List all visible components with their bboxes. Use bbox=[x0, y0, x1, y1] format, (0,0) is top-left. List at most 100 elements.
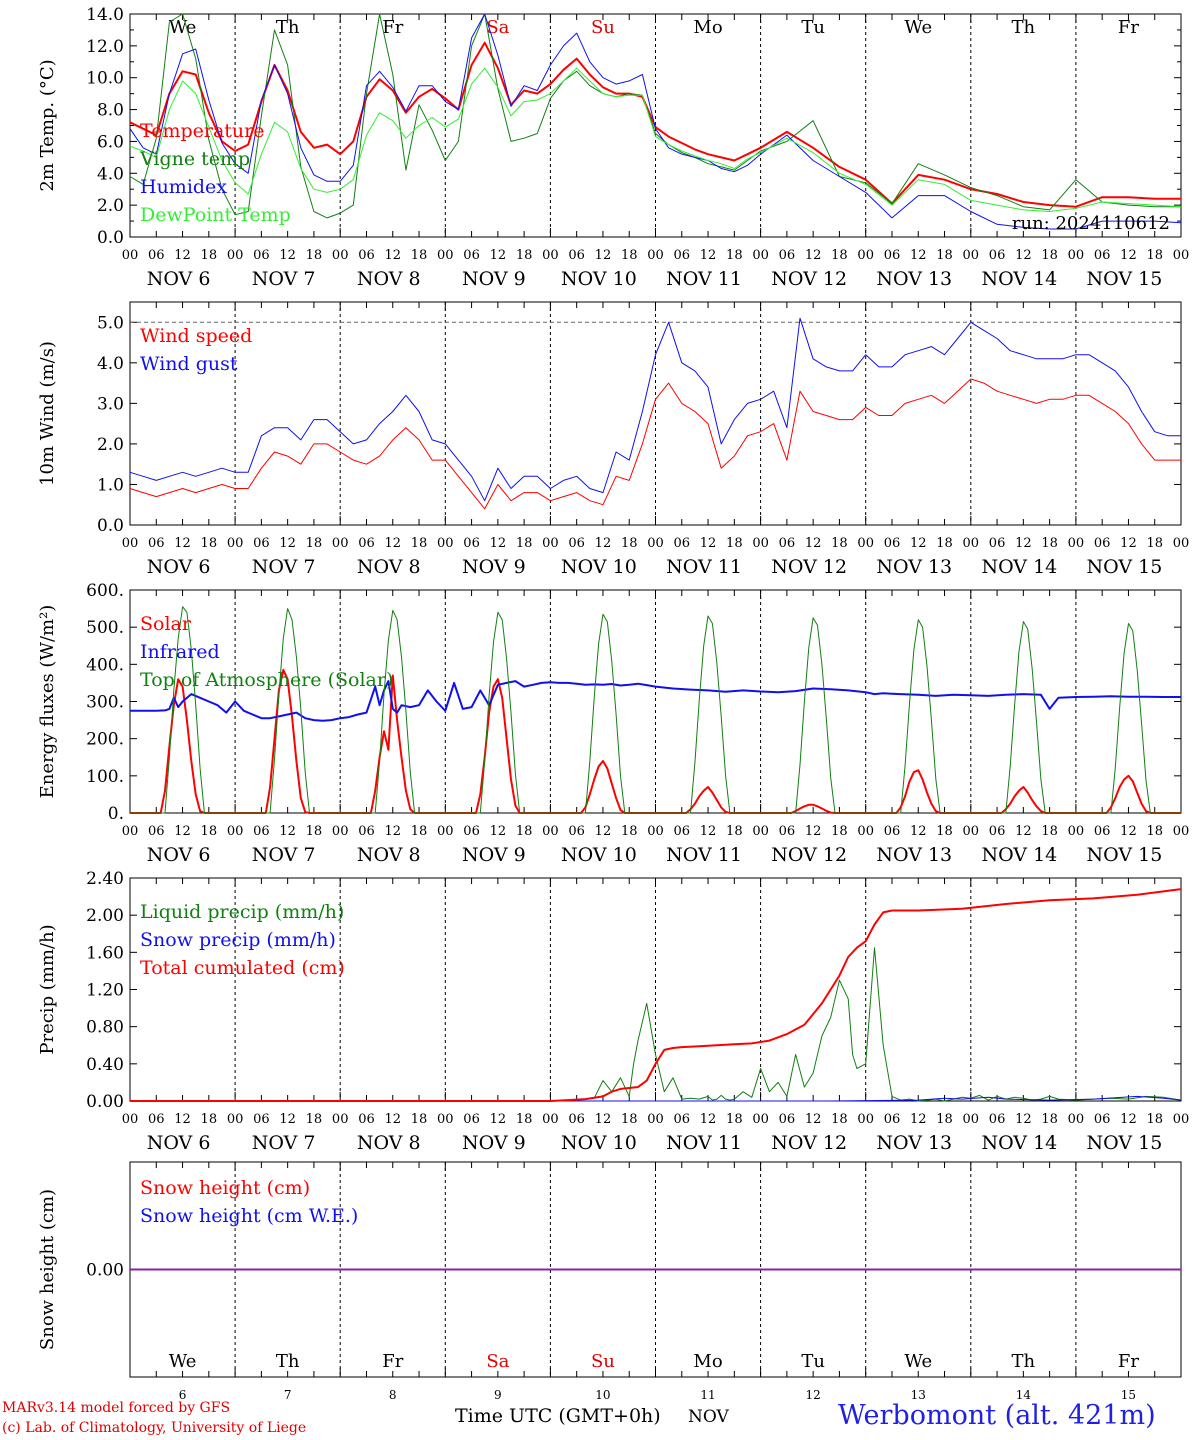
date-label: NOV 6 bbox=[147, 844, 211, 866]
hour-label: 06 bbox=[568, 536, 585, 551]
hour-label: 06 bbox=[884, 248, 901, 263]
hour-label: 18 bbox=[726, 248, 743, 263]
hour-label: 06 bbox=[358, 1112, 375, 1127]
hour-label: 12 bbox=[490, 248, 507, 263]
hour-label: 00 bbox=[752, 248, 769, 263]
y-tick-label: 100. bbox=[86, 767, 124, 787]
hour-label: 18 bbox=[411, 536, 428, 551]
hour-label: 00 bbox=[227, 248, 244, 263]
weekday-label: Th bbox=[1012, 1351, 1036, 1372]
hour-label: 18 bbox=[726, 824, 743, 839]
hour-label: 12 bbox=[1120, 536, 1137, 551]
hour-label: 00 bbox=[857, 536, 874, 551]
hour-label: 06 bbox=[463, 536, 480, 551]
hour-label: 18 bbox=[1146, 824, 1163, 839]
hour-label: 12 bbox=[174, 1112, 191, 1127]
hour-label: 06 bbox=[779, 824, 796, 839]
date-label: NOV 8 bbox=[357, 556, 421, 578]
day-number: 11 bbox=[700, 1388, 715, 1400]
hour-label: 00 bbox=[542, 824, 559, 839]
series-line bbox=[129, 67, 1182, 212]
weekday-label: Tu bbox=[801, 17, 825, 38]
legend-entry: Infrared bbox=[140, 641, 220, 663]
hour-label: 18 bbox=[831, 248, 848, 263]
hour-label: 00 bbox=[857, 824, 874, 839]
y-tick-label: 10.0 bbox=[86, 69, 124, 89]
date-label: NOV 12 bbox=[771, 844, 847, 866]
series-line bbox=[129, 13, 1182, 230]
hour-label: 18 bbox=[306, 1112, 323, 1127]
y-tick-label: 2.00 bbox=[86, 906, 124, 926]
hour-label: 12 bbox=[490, 536, 507, 551]
hour-label: 18 bbox=[201, 536, 218, 551]
hour-label: 12 bbox=[595, 248, 612, 263]
hour-label: 06 bbox=[1094, 248, 1111, 263]
hour-label: 00 bbox=[647, 824, 664, 839]
hour-label: 06 bbox=[989, 824, 1006, 839]
y-tick-label: 0.0 bbox=[97, 228, 124, 248]
weekday-label: Th bbox=[276, 17, 300, 38]
date-label: NOV 9 bbox=[462, 844, 526, 866]
hour-label: 18 bbox=[516, 248, 533, 263]
hour-label: 00 bbox=[542, 1112, 559, 1127]
hour-label: 06 bbox=[463, 1112, 480, 1127]
hour-label: 00 bbox=[227, 1112, 244, 1127]
weekday-label: Fr bbox=[382, 1351, 403, 1372]
day-number: 8 bbox=[389, 1388, 397, 1400]
y-axis-title: Snow height (cm) bbox=[37, 1189, 58, 1350]
hour-label: 12 bbox=[1120, 1112, 1137, 1127]
hour-label: 06 bbox=[148, 536, 165, 551]
hour-label: 06 bbox=[463, 248, 480, 263]
hour-label: 12 bbox=[805, 1112, 822, 1127]
hour-label: 00 bbox=[332, 1112, 349, 1127]
y-axis-title: 2m Temp. (°C) bbox=[37, 59, 58, 191]
date-label: NOV 12 bbox=[771, 556, 847, 578]
hour-label: 00 bbox=[647, 536, 664, 551]
day-number: 12 bbox=[806, 1388, 821, 1400]
weekday-label: We bbox=[169, 1351, 197, 1372]
hour-label: 18 bbox=[1146, 1112, 1163, 1127]
hour-label: 06 bbox=[358, 536, 375, 551]
weekday-label: We bbox=[904, 1351, 932, 1372]
hour-label: 18 bbox=[936, 824, 953, 839]
hour-label: 12 bbox=[384, 824, 401, 839]
hour-label: 06 bbox=[674, 536, 691, 551]
date-label: NOV 10 bbox=[561, 1132, 637, 1154]
hour-label: 12 bbox=[384, 536, 401, 551]
hour-label: 00 bbox=[437, 1112, 454, 1127]
legend-entry: Snow height (cm W.E.) bbox=[140, 1205, 358, 1227]
date-label: NOV 9 bbox=[462, 268, 526, 290]
hour-label: 18 bbox=[621, 824, 638, 839]
hour-label: 18 bbox=[306, 536, 323, 551]
y-tick-label: 1.0 bbox=[97, 475, 124, 495]
hour-label: 00 bbox=[332, 248, 349, 263]
y-tick-label: 600. bbox=[86, 581, 124, 601]
hour-label: 18 bbox=[726, 1112, 743, 1127]
hour-label: 12 bbox=[384, 1112, 401, 1127]
y-axis-title: Energy fluxes (W/m²) bbox=[37, 605, 58, 799]
hour-label: 12 bbox=[700, 248, 717, 263]
legend-entry: Snow precip (mm/h) bbox=[140, 929, 336, 951]
hour-label: 12 bbox=[805, 824, 822, 839]
hour-label: 00 bbox=[1068, 536, 1085, 551]
hour-label: 12 bbox=[1015, 248, 1032, 263]
hour-label: 00 bbox=[542, 536, 559, 551]
series-line bbox=[130, 606, 1181, 814]
legend-entry: Solar bbox=[140, 613, 192, 635]
hour-label: 00 bbox=[1173, 536, 1190, 551]
hour-label: 18 bbox=[936, 248, 953, 263]
date-label: NOV 8 bbox=[357, 1132, 421, 1154]
y-tick-label: 2.40 bbox=[86, 869, 124, 889]
meteogram-svg: 00 06 12 18 00 06 12 18 00 06 12 18 00 06 12 18 00 06 12 18… bbox=[37, 5, 1190, 1402]
hour-label: 12 bbox=[490, 824, 507, 839]
y-tick-label: 2.0 bbox=[97, 435, 124, 455]
run-label: run: 2024110612 bbox=[1012, 213, 1170, 234]
hour-label: 12 bbox=[1120, 824, 1137, 839]
day-number: 9 bbox=[494, 1388, 502, 1400]
day-number: 6 bbox=[179, 1388, 187, 1400]
y-tick-label: 4.0 bbox=[97, 164, 124, 184]
hour-label: 18 bbox=[936, 536, 953, 551]
hour-label: 18 bbox=[936, 1112, 953, 1127]
panel-precip: 00 06 12 18 00 06 12 18 00 06 12 18 00 06 12 18 00 06 12 18… bbox=[37, 869, 1189, 1154]
hour-label: 00 bbox=[227, 536, 244, 551]
